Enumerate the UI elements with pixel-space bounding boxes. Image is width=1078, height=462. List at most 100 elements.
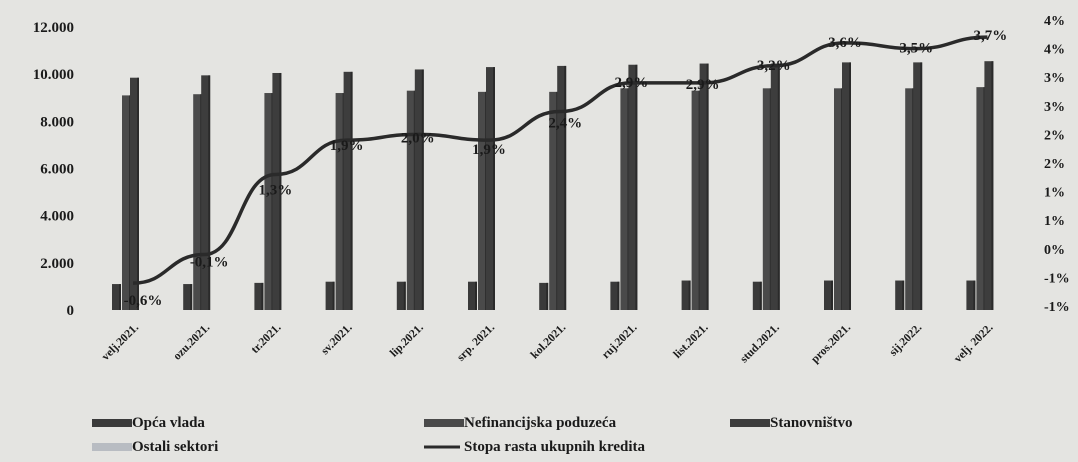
bar-nefinancijska-poduzeca (834, 88, 843, 310)
y-right-tick-label: 1% (1044, 186, 1065, 201)
bar-stanovnistvo (130, 77, 139, 311)
bar-shade (137, 77, 139, 311)
x-axis: velj.2021. ozu.2021. tr.2021. sv.2021. lip.2… (100, 322, 996, 366)
y-left-tick-label: 6.000 (40, 162, 74, 178)
y-right-tick-label: 3% (1044, 71, 1065, 86)
growth-rate-data-label: 2,0% (401, 130, 435, 146)
legend: Opća vlada Nefinancijska poduzeća Stanovni… (92, 415, 853, 455)
y-right-tick-label: 4% (1044, 14, 1065, 29)
bar-shade (849, 62, 851, 310)
y-right-tick-label: 0% (1044, 243, 1065, 258)
bar-shade (350, 71, 353, 310)
legend-swatch (424, 419, 464, 427)
data-labels-group: -0,6% -0,1% 1,3% 1,9% 2,0% 1,9% 2,4% 2,9% 2,9% 3,… (124, 28, 1008, 309)
x-category-label: tr.2021. (249, 322, 283, 356)
bar-nefinancijska-poduzeca (905, 88, 915, 310)
growth-rate-data-label: 3,2% (757, 58, 791, 74)
growth-rate-data-label: -0,6% (124, 293, 163, 309)
bar-stanovnistvo (486, 67, 495, 310)
y-axis-left: 0 2.000 4.000 6.000 8.000 10.000 12.000 (33, 20, 74, 319)
bar-opca-vlada (895, 280, 905, 310)
legend-opca-vlada: Opća vlada (132, 415, 205, 431)
bar-nefinancijska-poduzeca (264, 93, 274, 311)
bar-shade (421, 69, 424, 310)
growth-rate-line (132, 35, 988, 285)
x-category-label: sij.2022. (887, 322, 924, 359)
bar-nefinancijska-poduzeca (549, 91, 559, 311)
bar-nefinancijska-poduzeca (976, 87, 986, 310)
y-right-tick-label: 2% (1044, 157, 1065, 172)
y-axis-right: 4% 4% 3% 3% 2% 2% 1% 1% 0% -1% -1% (1044, 14, 1070, 315)
bar-nefinancijska-poduzeca (193, 94, 203, 311)
y-right-tick-label: 1% (1044, 214, 1065, 229)
bar-shade (973, 280, 976, 310)
y-right-tick-label: 3% (1044, 100, 1065, 115)
bar-opca-vlada (752, 281, 762, 310)
y-left-tick-label: 10.000 (33, 67, 74, 83)
bar-shade (475, 281, 477, 310)
bar-shade (493, 67, 495, 310)
y-right-tick-label: -1% (1044, 300, 1070, 315)
bar-nefinancijska-poduzeca (691, 90, 701, 310)
bar-nefinancijska-poduzeca (335, 93, 345, 311)
bar-nefinancijska-poduzeca (122, 95, 131, 311)
bar-stanovnistvo (414, 69, 424, 310)
bar-stanovnistvo (842, 62, 851, 310)
y-left-tick-label: 4.000 (40, 209, 74, 225)
bar-stanovnistvo (557, 65, 567, 310)
bar-shade (991, 61, 994, 311)
bar-stanovnistvo (913, 62, 923, 310)
x-category-label: ruj.2021. (600, 322, 640, 362)
bar-opca-vlada (824, 280, 833, 310)
y-left-tick-label: 12.000 (33, 20, 74, 36)
growth-rate-data-label: 3,5% (899, 41, 933, 57)
bar-nefinancijska-poduzeca (406, 90, 416, 310)
bar-shade (332, 281, 335, 310)
bar-stanovnistvo (201, 75, 211, 311)
growth-rate-data-label: 2,4% (548, 116, 582, 132)
bar-shade (635, 64, 638, 310)
bar-stanovnistvo (699, 63, 709, 310)
legend-nefinancijska-poduzeca: Nefinancijska poduzeća (464, 415, 617, 431)
bar-nefinancijska-poduzeca (620, 88, 630, 310)
x-category-label: ozu.2021. (171, 322, 212, 363)
growth-rate-data-label: 2,9% (686, 77, 720, 93)
y-right-tick-label: 4% (1044, 43, 1065, 58)
bar-shade (279, 72, 282, 310)
bar-opca-vlada (112, 284, 121, 310)
x-category-label: sv.2021. (319, 322, 355, 358)
bar-opca-vlada (966, 280, 976, 310)
bar-nefinancijska-poduzeca (478, 91, 487, 311)
growth-rate-data-label: 1,9% (330, 138, 364, 154)
bar-shade (208, 75, 211, 311)
x-category-label: lip.2021. (388, 322, 426, 360)
bars-group (112, 61, 994, 311)
growth-rate-data-label: 3,6% (828, 35, 862, 51)
bar-shade (688, 280, 691, 310)
bar-stanovnistvo (272, 72, 282, 310)
bar-opca-vlada (396, 281, 406, 310)
bar-shade (706, 63, 709, 310)
bar-shade (920, 62, 923, 310)
bar-shade (902, 280, 905, 310)
bar-shade (261, 282, 264, 310)
growth-rate-data-label: 1,9% (472, 142, 506, 158)
bar-opca-vlada (539, 282, 549, 310)
bar-stanovnistvo (770, 63, 780, 310)
x-category-label: list.2021. (672, 322, 711, 361)
x-category-label: pros.2021. (809, 322, 853, 366)
bar-opca-vlada (325, 281, 335, 310)
x-category-label: srp. 2021. (455, 322, 497, 364)
legend-stanovnistvo: Stanovništvo (770, 415, 853, 431)
y-left-tick-label: 0 (67, 303, 75, 319)
growth-rate-data-label: 3,7% (974, 28, 1008, 44)
bar-opca-vlada (610, 281, 620, 310)
x-category-label: kol.2021. (529, 322, 569, 362)
bar-shade (759, 281, 762, 310)
bar-shade (777, 63, 780, 310)
bar-opca-vlada (254, 282, 264, 310)
legend-stopa-rasta: Stopa rasta ukupnih kredita (464, 439, 646, 455)
growth-rate-line-group (132, 35, 988, 285)
growth-rate-data-label: 2,9% (615, 75, 649, 91)
y-left-tick-label: 2.000 (40, 256, 74, 272)
